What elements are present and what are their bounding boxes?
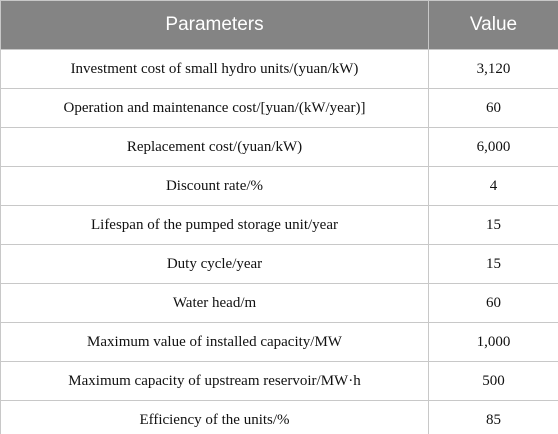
value-cell: 60 bbox=[428, 88, 558, 128]
value-cell: 15 bbox=[428, 244, 558, 284]
value-cell: 6,000 bbox=[428, 127, 558, 167]
parameter-cell: Duty cycle/year bbox=[0, 244, 429, 284]
parameter-cell: Efficiency of the units/% bbox=[0, 400, 429, 434]
value-cell: 60 bbox=[428, 283, 558, 323]
table-row: Efficiency of the units/% 85 bbox=[0, 400, 558, 434]
value-cell: 15 bbox=[428, 205, 558, 245]
parameter-cell: Operation and maintenance cost/[yuan/(kW… bbox=[0, 88, 429, 128]
table-row: Investment cost of small hydro units/(yu… bbox=[0, 49, 558, 89]
parameter-cell: Replacement cost/(yuan/kW) bbox=[0, 127, 429, 167]
table-row: Lifespan of the pumped storage unit/year… bbox=[0, 205, 558, 245]
parameter-cell: Investment cost of small hydro units/(yu… bbox=[0, 49, 429, 89]
parameter-cell: Water head/m bbox=[0, 283, 429, 323]
value-cell: 500 bbox=[428, 361, 558, 401]
table-row: Maximum value of installed capacity/MW 1,… bbox=[0, 322, 558, 362]
header-cell: Parameters bbox=[0, 0, 429, 50]
table-row: Duty cycle/year 15 bbox=[0, 244, 558, 284]
header-row: Parameters Value bbox=[0, 0, 558, 50]
parameter-cell: Lifespan of the pumped storage unit/year bbox=[0, 205, 429, 245]
value-cell: 4 bbox=[428, 166, 558, 206]
value-cell: 1,000 bbox=[428, 322, 558, 362]
table-row: Operation and maintenance cost/[yuan/(kW… bbox=[0, 88, 558, 128]
parameter-cell: Discount rate/% bbox=[0, 166, 429, 206]
table-row: Replacement cost/(yuan/kW) 6,000 bbox=[0, 127, 558, 167]
table-row: Water head/m 60 bbox=[0, 283, 558, 323]
table-row: Discount rate/% 4 bbox=[0, 166, 558, 206]
value-cell: 3,120 bbox=[428, 49, 558, 89]
table-body: Investment cost of small hydro units/(yu… bbox=[0, 49, 558, 434]
parameter-cell: Maximum value of installed capacity/MW bbox=[0, 322, 429, 362]
value-cell: 85 bbox=[428, 400, 558, 434]
header-cell: Value bbox=[428, 0, 558, 50]
table-head: Parameters Value bbox=[0, 0, 558, 50]
table-row: Maximum capacity of upstream reservoir/M… bbox=[0, 361, 558, 401]
parameter-cell: Maximum capacity of upstream reservoir/M… bbox=[0, 361, 429, 401]
